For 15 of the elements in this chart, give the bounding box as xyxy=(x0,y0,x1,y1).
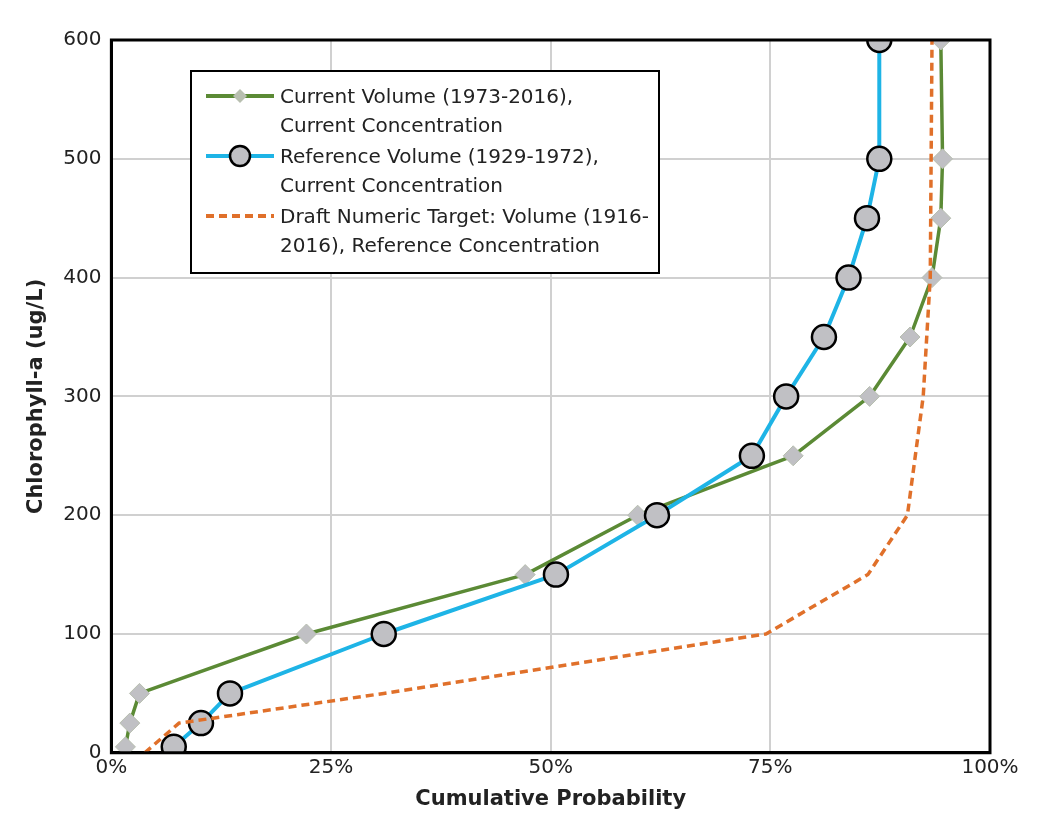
x-tick-label: 25% xyxy=(308,754,354,778)
x-tick-label: 75% xyxy=(748,754,793,778)
legend-label: Current Volume (1973-2016), Current Concentration xyxy=(280,83,575,139)
y-tick-label: 200 xyxy=(63,501,102,526)
legend-label: Draft Numeric Target: Volume (1916-2016), Reference Concentration xyxy=(280,203,650,259)
x-tick-label: 100% xyxy=(961,754,1019,778)
y-tick-label: 400 xyxy=(63,263,102,288)
x-tick-label: 50% xyxy=(528,754,573,778)
y-tick-label: 300 xyxy=(63,382,102,407)
y-tick-label: 500 xyxy=(63,145,102,169)
x-axis-title: Cumulative Probability xyxy=(415,785,687,810)
y-axis-title: Chlorophyll-a (ug/L) xyxy=(23,278,48,515)
y-tick-label: 600 xyxy=(63,26,102,51)
y-tick-label: 100 xyxy=(63,620,102,645)
legend-label: Reference Volume (1929-1972), Current Concentration xyxy=(280,143,600,199)
